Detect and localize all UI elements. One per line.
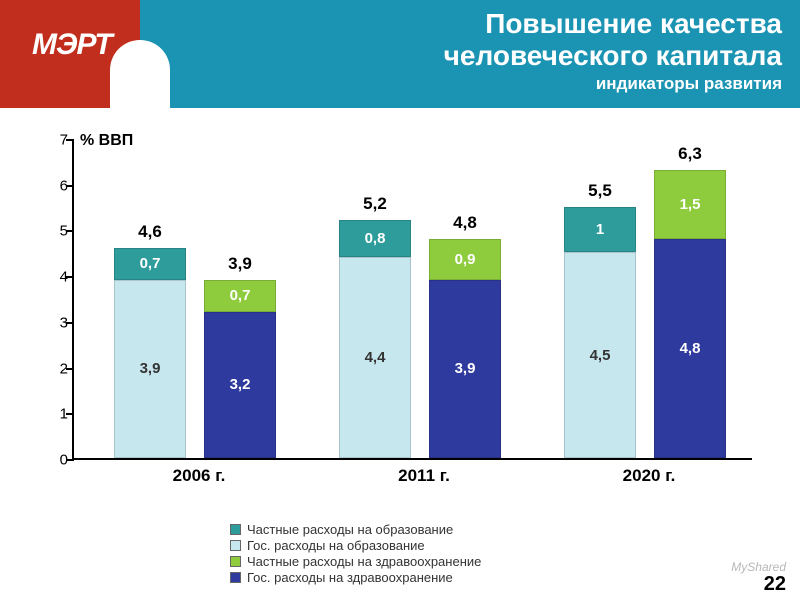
header-title-block: Повышение качества человеческого капитал… [140, 0, 800, 108]
segment-priv_edu: 0,8 [339, 220, 411, 257]
x-axis-label: 2006 г. [104, 466, 294, 486]
legend-label: Частные расходы на здравоохранение [247, 554, 481, 569]
legend-label: Гос. расходы на здравоохранение [247, 570, 453, 585]
bar-education: 4,40,8 [339, 220, 411, 458]
legend-item: Частные расходы на здравоохранение [230, 554, 481, 569]
segment-gov_edu: 4,5 [564, 252, 636, 458]
bar-total-label: 4,6 [114, 222, 186, 242]
legend-swatch [230, 524, 241, 535]
legend-item: Гос. расходы на здравоохранение [230, 570, 481, 585]
plot: 012345673,90,74,63,20,73,92006 г.4,40,85… [72, 140, 752, 460]
legend-item: Частные расходы на образование [230, 522, 481, 537]
segment-priv_health: 0,9 [429, 239, 501, 280]
year-group: 4,40,85,23,90,94,82011 г. [329, 140, 519, 458]
bar-education: 3,90,7 [114, 248, 186, 458]
legend-swatch [230, 572, 241, 583]
slide-header: МЭРТ Повышение качества человеческого ка… [0, 0, 800, 108]
year-group: 3,90,74,63,20,73,92006 г. [104, 140, 294, 458]
bar-total-label: 4,8 [429, 213, 501, 233]
legend-item: Гос. расходы на образование [230, 538, 481, 553]
bar-total-label: 3,9 [204, 254, 276, 274]
bar-total-label: 5,2 [339, 194, 411, 214]
page-number: 22 [764, 573, 786, 596]
segment-priv_health: 1,5 [654, 170, 726, 239]
segment-gov_health: 4,8 [654, 239, 726, 458]
bar-health: 3,20,7 [204, 280, 276, 458]
legend-swatch [230, 556, 241, 567]
bar-total-label: 6,3 [654, 144, 726, 164]
segment-gov_health: 3,2 [204, 312, 276, 458]
legend: Частные расходы на образованиеГос. расхо… [230, 522, 481, 586]
segment-priv_edu: 0,7 [114, 248, 186, 280]
subtitle: индикаторы развития [158, 74, 782, 94]
chart-area: % ВВП 012345673,90,74,63,20,73,92006 г.4… [30, 130, 770, 500]
x-axis-label: 2011 г. [329, 466, 519, 486]
segment-gov_edu: 3,9 [114, 280, 186, 458]
segment-priv_edu: 1 [564, 207, 636, 253]
y-tick-label: 5 [48, 223, 68, 240]
segment-gov_health: 3,9 [429, 280, 501, 458]
bar-health: 4,81,5 [654, 170, 726, 458]
legend-label: Гос. расходы на образование [247, 538, 425, 553]
segment-priv_health: 0,7 [204, 280, 276, 312]
y-tick-label: 6 [48, 177, 68, 194]
header-separator [0, 108, 800, 118]
bar-total-label: 5,5 [564, 181, 636, 201]
year-group: 4,515,54,81,56,32020 г. [554, 140, 744, 458]
y-tick-label: 7 [48, 132, 68, 149]
x-axis-label: 2020 г. [554, 466, 744, 486]
y-tick-label: 2 [48, 360, 68, 377]
y-tick-label: 3 [48, 314, 68, 331]
y-tick-label: 4 [48, 269, 68, 286]
logo: МЭРТ [32, 28, 112, 62]
title-line-2: человеческого капитала [158, 40, 782, 72]
legend-label: Частные расходы на образование [247, 522, 453, 537]
segment-gov_edu: 4,4 [339, 257, 411, 458]
y-tick-label: 1 [48, 406, 68, 423]
bar-health: 3,90,9 [429, 239, 501, 458]
y-tick-label: 0 [48, 452, 68, 469]
watermark: MyShared [731, 560, 786, 574]
bar-education: 4,51 [564, 207, 636, 458]
title-line-1: Повышение качества [158, 8, 782, 40]
legend-swatch [230, 540, 241, 551]
